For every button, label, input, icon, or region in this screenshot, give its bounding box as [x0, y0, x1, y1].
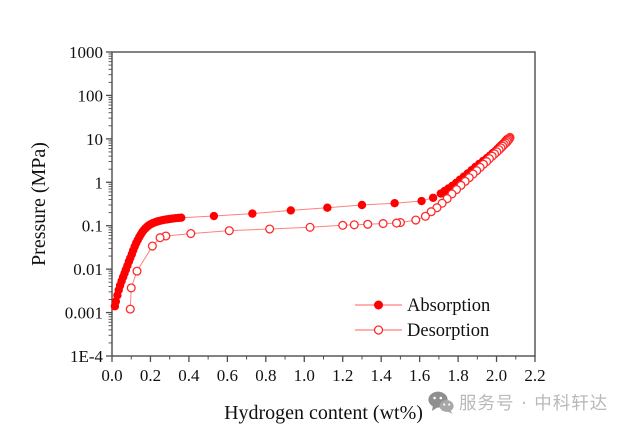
data-point-absorption — [209, 211, 219, 221]
x-tick-label: 2.2 — [524, 366, 545, 385]
x-tick-label: 1.4 — [371, 366, 393, 385]
data-point-absorption — [417, 196, 426, 206]
y-tick-label: 1E-4 — [70, 347, 104, 366]
data-point-desorption — [126, 283, 136, 293]
y-axis-title: Pressure (MPa) — [28, 142, 50, 266]
x-tick-label: 0.6 — [217, 366, 238, 385]
data-point-absorption — [390, 198, 399, 208]
legend-label-desorption: Desorption — [407, 321, 489, 341]
y-tick-label: 100 — [78, 86, 104, 105]
data-point-desorption — [420, 211, 430, 221]
y-tick-label: 0.01 — [73, 260, 103, 279]
x-tick-label: 1.6 — [409, 366, 430, 385]
x-tick-label: 1.2 — [332, 366, 353, 385]
data-point-desorption — [305, 222, 315, 232]
data-point-desorption — [363, 219, 373, 229]
data-point-desorption — [392, 218, 402, 228]
data-point-absorption — [323, 203, 332, 212]
data-point-desorption — [411, 215, 421, 225]
x-tick-label: 0.8 — [255, 366, 276, 385]
x-tick-label: 2.0 — [486, 366, 507, 385]
data-point-absorption — [177, 213, 186, 222]
x-tick-label: 1.0 — [294, 366, 315, 385]
legend-marker-desorption — [373, 325, 384, 335]
legend-marker-absorption — [374, 300, 383, 310]
data-point-absorption — [428, 193, 438, 202]
x-tick-label: 1.8 — [447, 366, 468, 385]
x-tick-label: 0.0 — [101, 366, 122, 385]
data-point-desorption — [224, 226, 234, 236]
y-tick-label: 0.001 — [65, 304, 103, 323]
data-point-absorption — [286, 206, 296, 215]
data-point-desorption — [132, 266, 142, 276]
y-tick-label: 10 — [86, 130, 103, 149]
data-point-desorption — [378, 219, 388, 229]
data-point-desorption — [125, 304, 135, 314]
x-tick-label: 0.2 — [140, 366, 161, 385]
data-point-absorption — [248, 209, 257, 218]
data-point-desorption — [186, 229, 196, 239]
x-tick-label: 0.4 — [178, 366, 200, 385]
data-point-desorption — [349, 220, 359, 230]
data-point-desorption — [426, 207, 436, 217]
y-tick-label: 0.1 — [82, 217, 103, 236]
x-axis-title: Hydrogen content (wt%) — [224, 402, 423, 424]
legend-label-absorption: Absorption — [407, 296, 490, 316]
y-tick-label: 1000 — [69, 43, 103, 62]
data-point-desorption — [265, 224, 275, 234]
plot-frame — [111, 51, 536, 357]
data-point-desorption — [147, 241, 157, 251]
y-tick-label: 1 — [95, 173, 104, 192]
data-point-absorption — [357, 200, 367, 210]
data-point-desorption — [338, 220, 348, 230]
data-point-desorption — [155, 233, 165, 243]
